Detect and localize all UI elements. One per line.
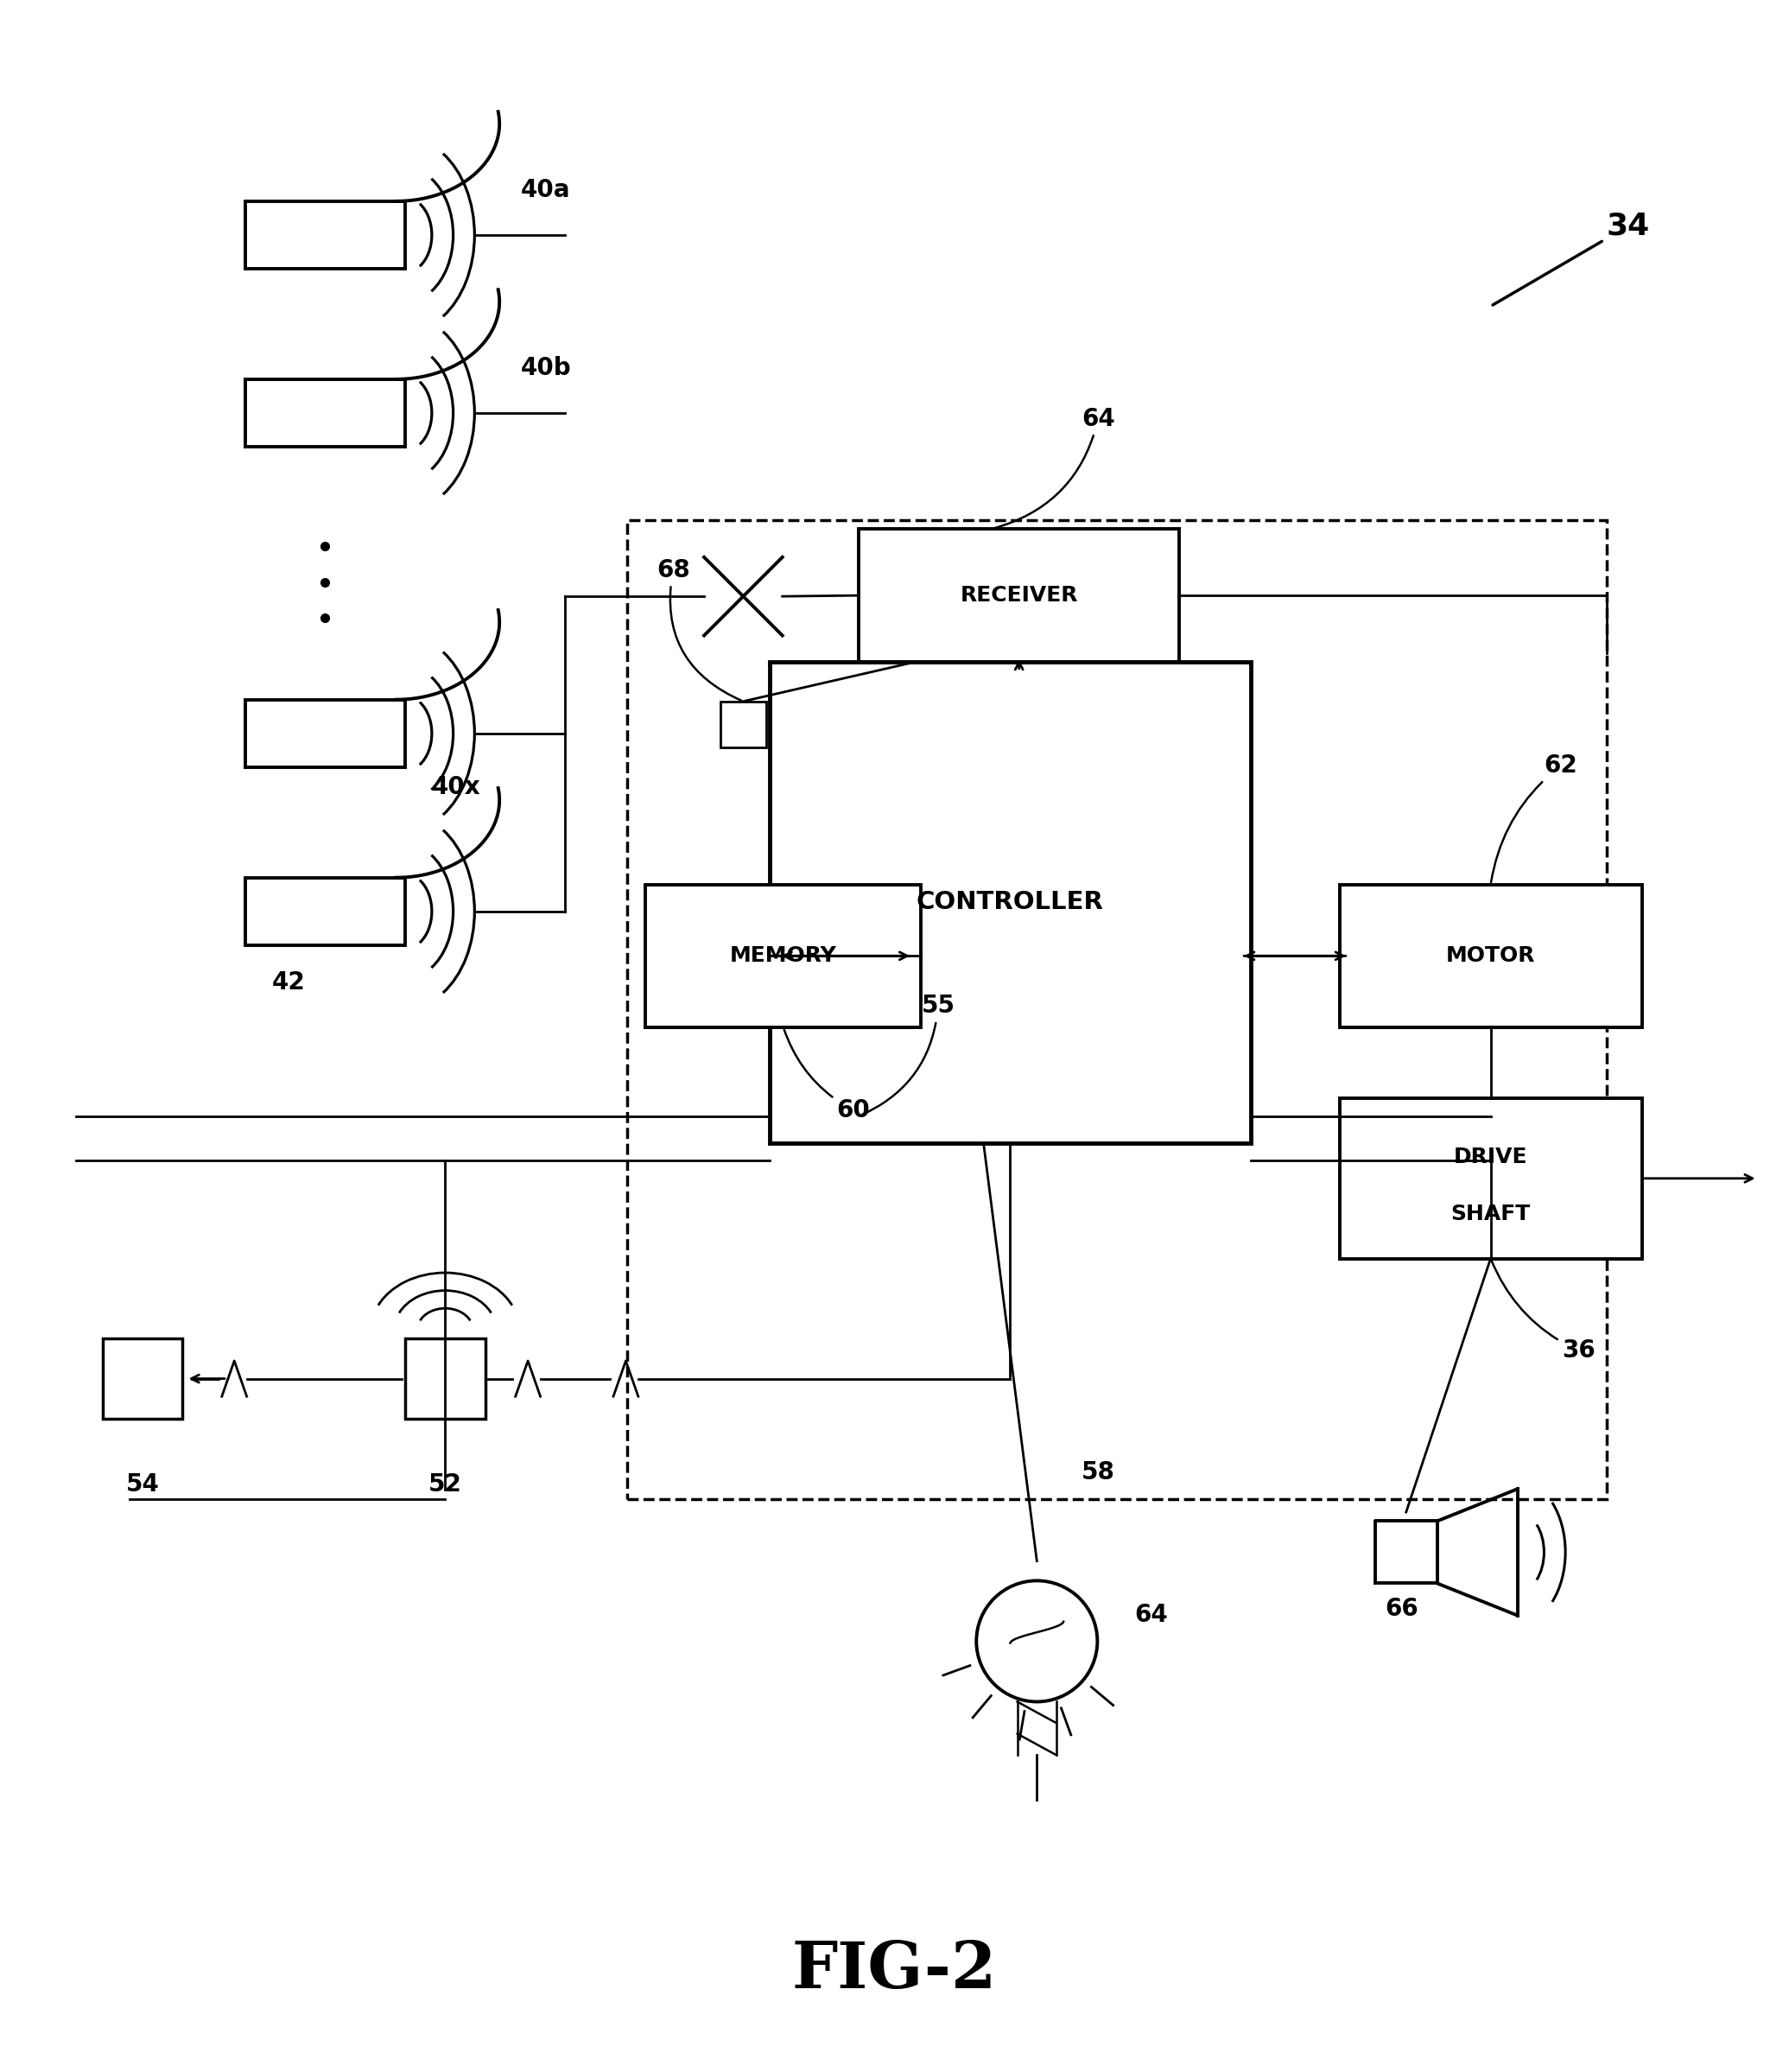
- Text: 54: 54: [125, 1471, 159, 1496]
- Text: 64: 64: [995, 406, 1115, 528]
- Bar: [102, 1339, 182, 1419]
- Bar: [769, 663, 1251, 1144]
- Text: 58: 58: [1081, 1461, 1115, 1484]
- Text: 40a: 40a: [521, 178, 571, 203]
- Text: 34: 34: [1492, 211, 1649, 305]
- Text: 64: 64: [1134, 1602, 1168, 1627]
- Bar: [859, 528, 1179, 663]
- Text: DRIVE: DRIVE: [1454, 1146, 1528, 1167]
- Text: 36: 36: [1492, 1260, 1596, 1363]
- Bar: [1340, 885, 1642, 1028]
- Text: CONTROLLER: CONTROLLER: [916, 891, 1104, 914]
- Text: MEMORY: MEMORY: [730, 945, 837, 966]
- Bar: [646, 885, 921, 1028]
- Text: FIG-2: FIG-2: [793, 1939, 996, 2002]
- Text: 40b: 40b: [521, 356, 571, 381]
- Text: 52: 52: [428, 1471, 462, 1496]
- Text: 68: 68: [657, 557, 741, 700]
- Text: MOTOR: MOTOR: [1446, 945, 1535, 966]
- Bar: [404, 1339, 485, 1419]
- Text: SHAFT: SHAFT: [1451, 1204, 1531, 1225]
- Text: 62: 62: [1490, 754, 1578, 883]
- Bar: [628, 520, 1607, 1498]
- Bar: [245, 379, 404, 448]
- Bar: [245, 201, 404, 269]
- Bar: [245, 700, 404, 767]
- Bar: [245, 879, 404, 945]
- Text: 40x: 40x: [431, 775, 481, 800]
- Text: 60: 60: [784, 1030, 869, 1123]
- Text: 42: 42: [272, 970, 306, 995]
- Bar: [1340, 1098, 1642, 1258]
- Text: 66: 66: [1385, 1598, 1419, 1620]
- Text: 55: 55: [861, 995, 955, 1115]
- Bar: [721, 700, 766, 748]
- Polygon shape: [1376, 1521, 1437, 1583]
- Text: RECEIVER: RECEIVER: [961, 584, 1079, 605]
